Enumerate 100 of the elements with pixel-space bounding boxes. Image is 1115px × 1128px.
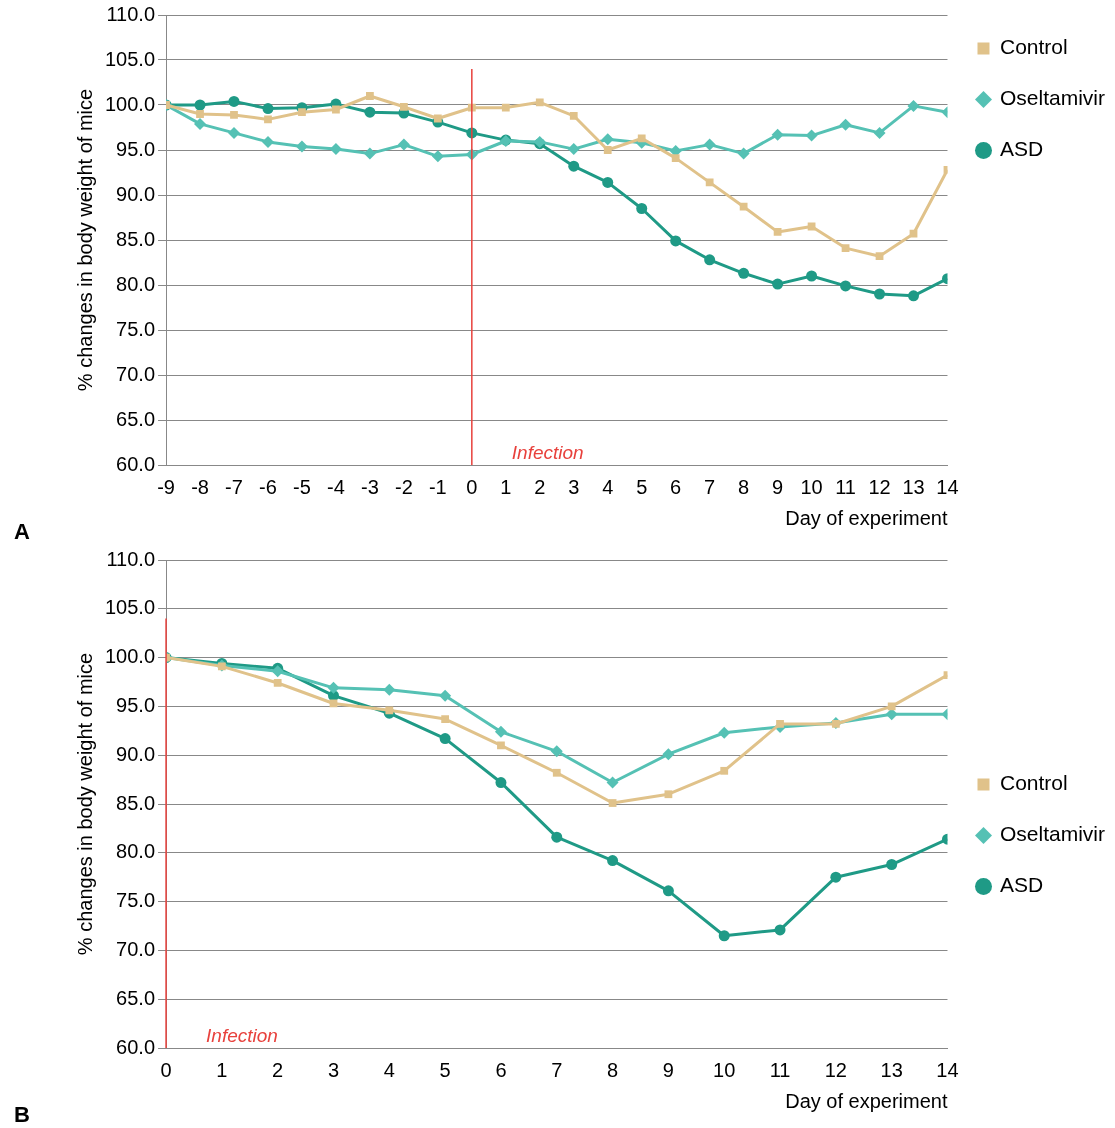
legend-label: Control bbox=[999, 771, 1068, 795]
x-tick-label: 7 bbox=[704, 475, 716, 498]
point bbox=[228, 126, 240, 139]
point bbox=[636, 203, 648, 214]
x-tick-label: -2 bbox=[394, 475, 413, 498]
y-tick-label: 110.0 bbox=[106, 2, 156, 25]
x-tick-label: 6 bbox=[670, 475, 682, 498]
point bbox=[397, 138, 410, 151]
point bbox=[273, 679, 282, 687]
point bbox=[705, 178, 714, 187]
y-tick-label: 105.0 bbox=[104, 596, 156, 619]
y-tick-label: 90.0 bbox=[116, 182, 156, 205]
point bbox=[718, 726, 731, 739]
point bbox=[841, 244, 850, 252]
point bbox=[363, 147, 376, 160]
x-tick-label: -5 bbox=[293, 475, 311, 498]
text: A bbox=[14, 519, 30, 545]
legend-label: Control bbox=[999, 35, 1068, 59]
point bbox=[431, 150, 444, 163]
point bbox=[495, 777, 507, 789]
point bbox=[601, 133, 614, 146]
point bbox=[194, 99, 206, 111]
x-tick-label: -1 bbox=[428, 475, 447, 498]
x-tick-label: 1 bbox=[500, 475, 512, 498]
point bbox=[298, 108, 306, 117]
point bbox=[776, 720, 784, 728]
point bbox=[805, 129, 818, 142]
y-tick-label: 100.0 bbox=[104, 645, 156, 668]
point bbox=[383, 683, 396, 696]
point bbox=[662, 748, 675, 761]
x-tick-label: -4 bbox=[327, 475, 345, 498]
point bbox=[550, 745, 563, 758]
x-tick-label: -8 bbox=[191, 475, 209, 498]
point bbox=[494, 725, 507, 738]
x-tick-label: 4 bbox=[602, 475, 614, 498]
point bbox=[603, 146, 612, 154]
x-tick-label: 10 bbox=[800, 475, 823, 498]
x-tick-label: 4 bbox=[383, 1058, 395, 1081]
point bbox=[737, 147, 750, 160]
point bbox=[606, 776, 619, 789]
point bbox=[364, 106, 376, 118]
x-tick-label: 3 bbox=[568, 475, 580, 498]
y-tick-label: 90.0 bbox=[116, 742, 156, 765]
y-tick-label: 80.0 bbox=[116, 272, 156, 295]
point bbox=[739, 202, 748, 211]
y-axis-title: % changes in body weight of mice bbox=[73, 652, 96, 956]
legend-label: ASD bbox=[999, 137, 1044, 161]
y-tick-label: 95.0 bbox=[116, 693, 156, 716]
point bbox=[670, 235, 682, 247]
y-tick-label: 70.0 bbox=[116, 937, 156, 960]
point bbox=[720, 766, 729, 775]
point bbox=[399, 102, 408, 111]
x-tick-label: 7 bbox=[551, 1058, 563, 1081]
point bbox=[718, 930, 730, 942]
x-tick-label: 3 bbox=[327, 1058, 340, 1081]
y-tick-label: 95.0 bbox=[116, 137, 156, 160]
x-tick-label: 9 bbox=[772, 475, 784, 498]
point bbox=[497, 741, 505, 750]
y-tick-label: 60.0 bbox=[116, 1035, 156, 1058]
point bbox=[295, 140, 308, 153]
x-tick-label: 14 bbox=[936, 1058, 959, 1081]
point bbox=[271, 665, 284, 678]
x-tick-label: 2 bbox=[534, 475, 546, 498]
x-tick-label: -6 bbox=[259, 475, 277, 498]
point bbox=[840, 280, 852, 292]
point bbox=[385, 706, 394, 715]
x-tick-label: 0 bbox=[466, 475, 478, 498]
legend-label: Oseltamivir bbox=[999, 86, 1106, 110]
point bbox=[196, 110, 204, 118]
y-tick-label: 85.0 bbox=[116, 227, 156, 250]
point bbox=[662, 885, 674, 897]
x-tick-label: 11 bbox=[769, 1058, 791, 1081]
point bbox=[228, 95, 240, 107]
x-tick-label: 13 bbox=[880, 1058, 903, 1081]
x-tick-label: 6 bbox=[495, 1058, 507, 1081]
text: B bbox=[14, 1102, 30, 1128]
x-tick-label: 5 bbox=[439, 1058, 451, 1081]
y-tick-label: 85.0 bbox=[116, 791, 156, 814]
y-tick-label: 75.0 bbox=[116, 317, 156, 340]
y-tick-label: 105.0 bbox=[104, 47, 156, 70]
point bbox=[261, 135, 274, 148]
point bbox=[433, 114, 442, 123]
y-tick-label: 60.0 bbox=[116, 452, 156, 475]
x-tick-label: 11 bbox=[835, 475, 856, 498]
point bbox=[552, 768, 561, 777]
x-tick-label: 1 bbox=[216, 1058, 228, 1081]
legend-label: ASD bbox=[999, 873, 1044, 897]
point bbox=[607, 855, 619, 867]
point bbox=[909, 229, 918, 238]
x-tick-label: 12 bbox=[824, 1058, 847, 1081]
point bbox=[567, 143, 580, 156]
y-tick-label: 110.0 bbox=[106, 547, 156, 570]
legend-label: Oseltamivir bbox=[999, 822, 1106, 846]
point bbox=[327, 681, 340, 694]
x-tick-label: -3 bbox=[361, 475, 379, 498]
point bbox=[873, 126, 886, 139]
point bbox=[608, 799, 617, 807]
point bbox=[569, 111, 578, 120]
point bbox=[773, 228, 782, 236]
point bbox=[886, 859, 898, 871]
